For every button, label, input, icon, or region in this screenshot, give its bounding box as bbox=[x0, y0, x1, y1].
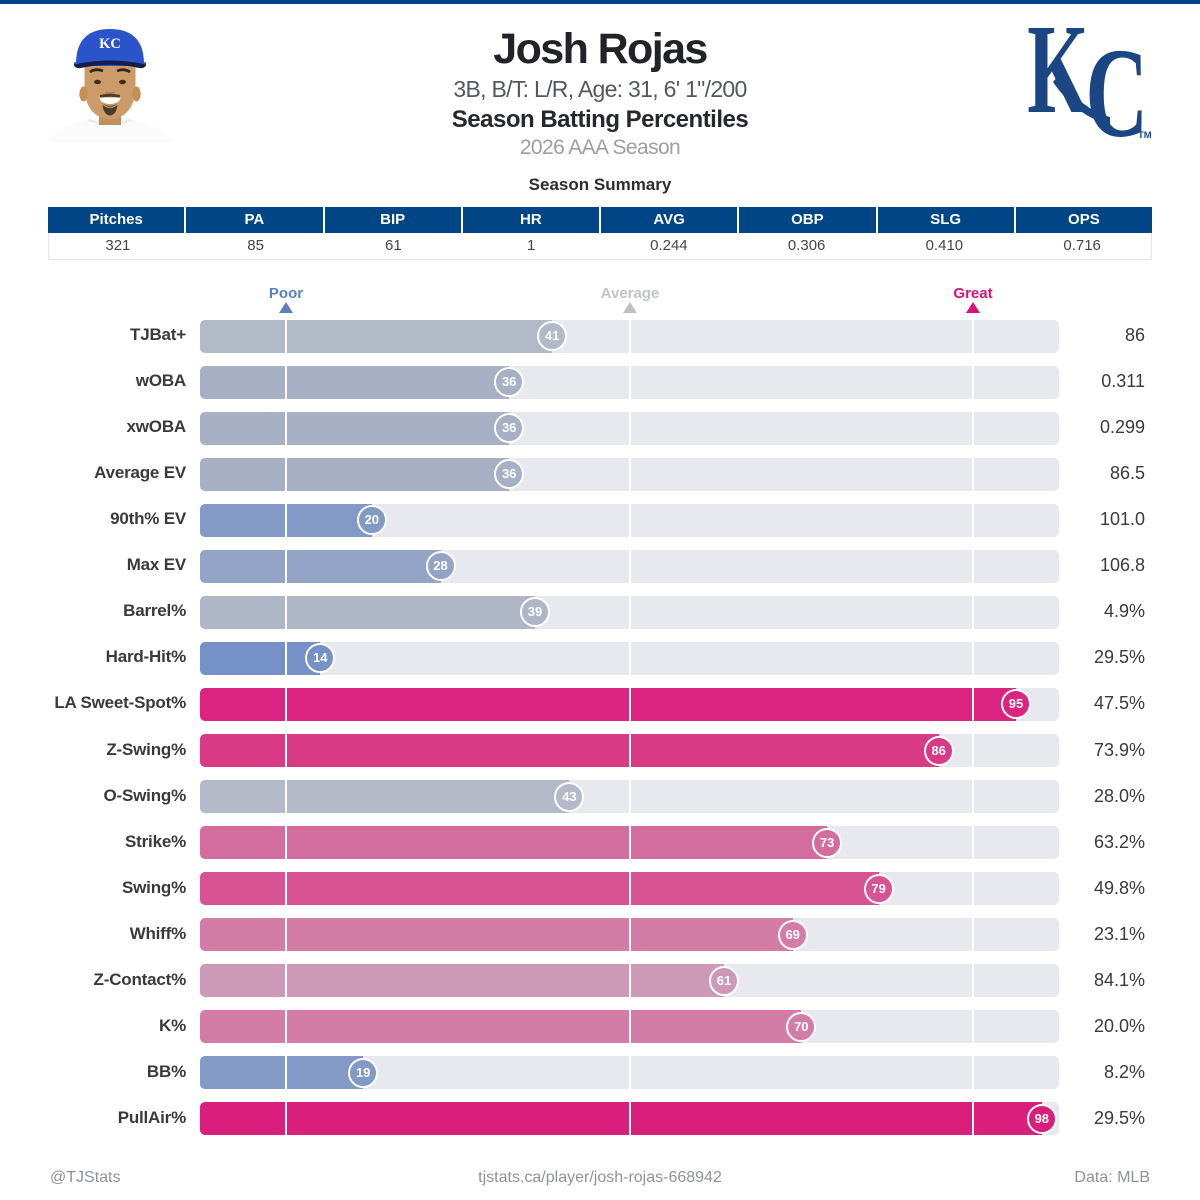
svg-text:TM: TM bbox=[1138, 130, 1152, 141]
svg-text:C: C bbox=[1085, 22, 1148, 144]
svg-text:KC: KC bbox=[99, 36, 121, 52]
